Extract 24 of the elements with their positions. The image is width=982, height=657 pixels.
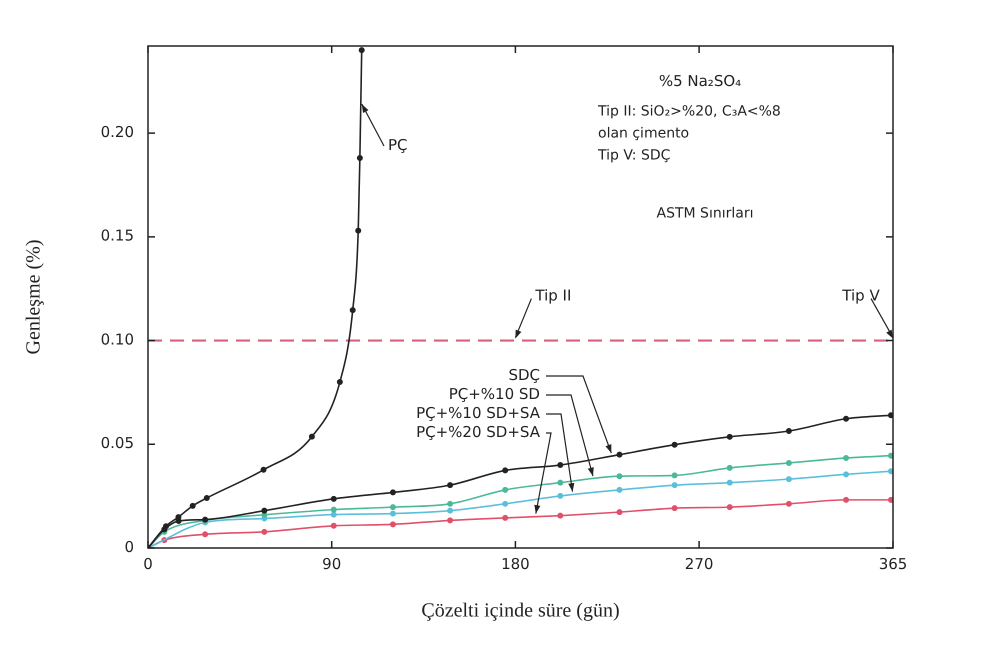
annotation: Tip V: SDÇ (597, 148, 671, 164)
x-tick-label: 270 (684, 554, 714, 573)
y-tick-label: 0.20 (100, 123, 134, 142)
y-tick-label: 0.15 (100, 226, 134, 245)
annotation: ASTM Sınırları (656, 206, 754, 222)
y-axis-title: Genleşme (%) (22, 240, 44, 354)
annotation: Tip II (534, 286, 572, 304)
x-tick-label: 0 (143, 554, 153, 573)
y-tick-label: 0.10 (100, 330, 134, 348)
text: PÇ+%10 SD (448, 384, 540, 403)
x-axis-title: Çözelti içinde süre (gün) (421, 599, 620, 622)
y-tick-label: 0.05 (100, 434, 134, 452)
y-tick-label: 0 (124, 538, 134, 556)
x-tick-label: 365 (878, 554, 908, 573)
annotation: Tip V (841, 286, 880, 304)
annotation: %5 Na₂SO₄ (658, 72, 742, 90)
text: PÇ+%10 SD+SA (416, 404, 541, 422)
series-label: PÇ (388, 136, 408, 154)
x-tick-label: 180 (501, 554, 530, 573)
annotation: Tip II: SiO₂>%20, C₃A<%8 (597, 104, 781, 120)
text: PÇ+%20 SD+SA (416, 422, 541, 441)
text: SDÇ (508, 366, 540, 384)
annotation: olan çimento (598, 126, 690, 142)
x-tick-label: 90 (322, 554, 342, 573)
